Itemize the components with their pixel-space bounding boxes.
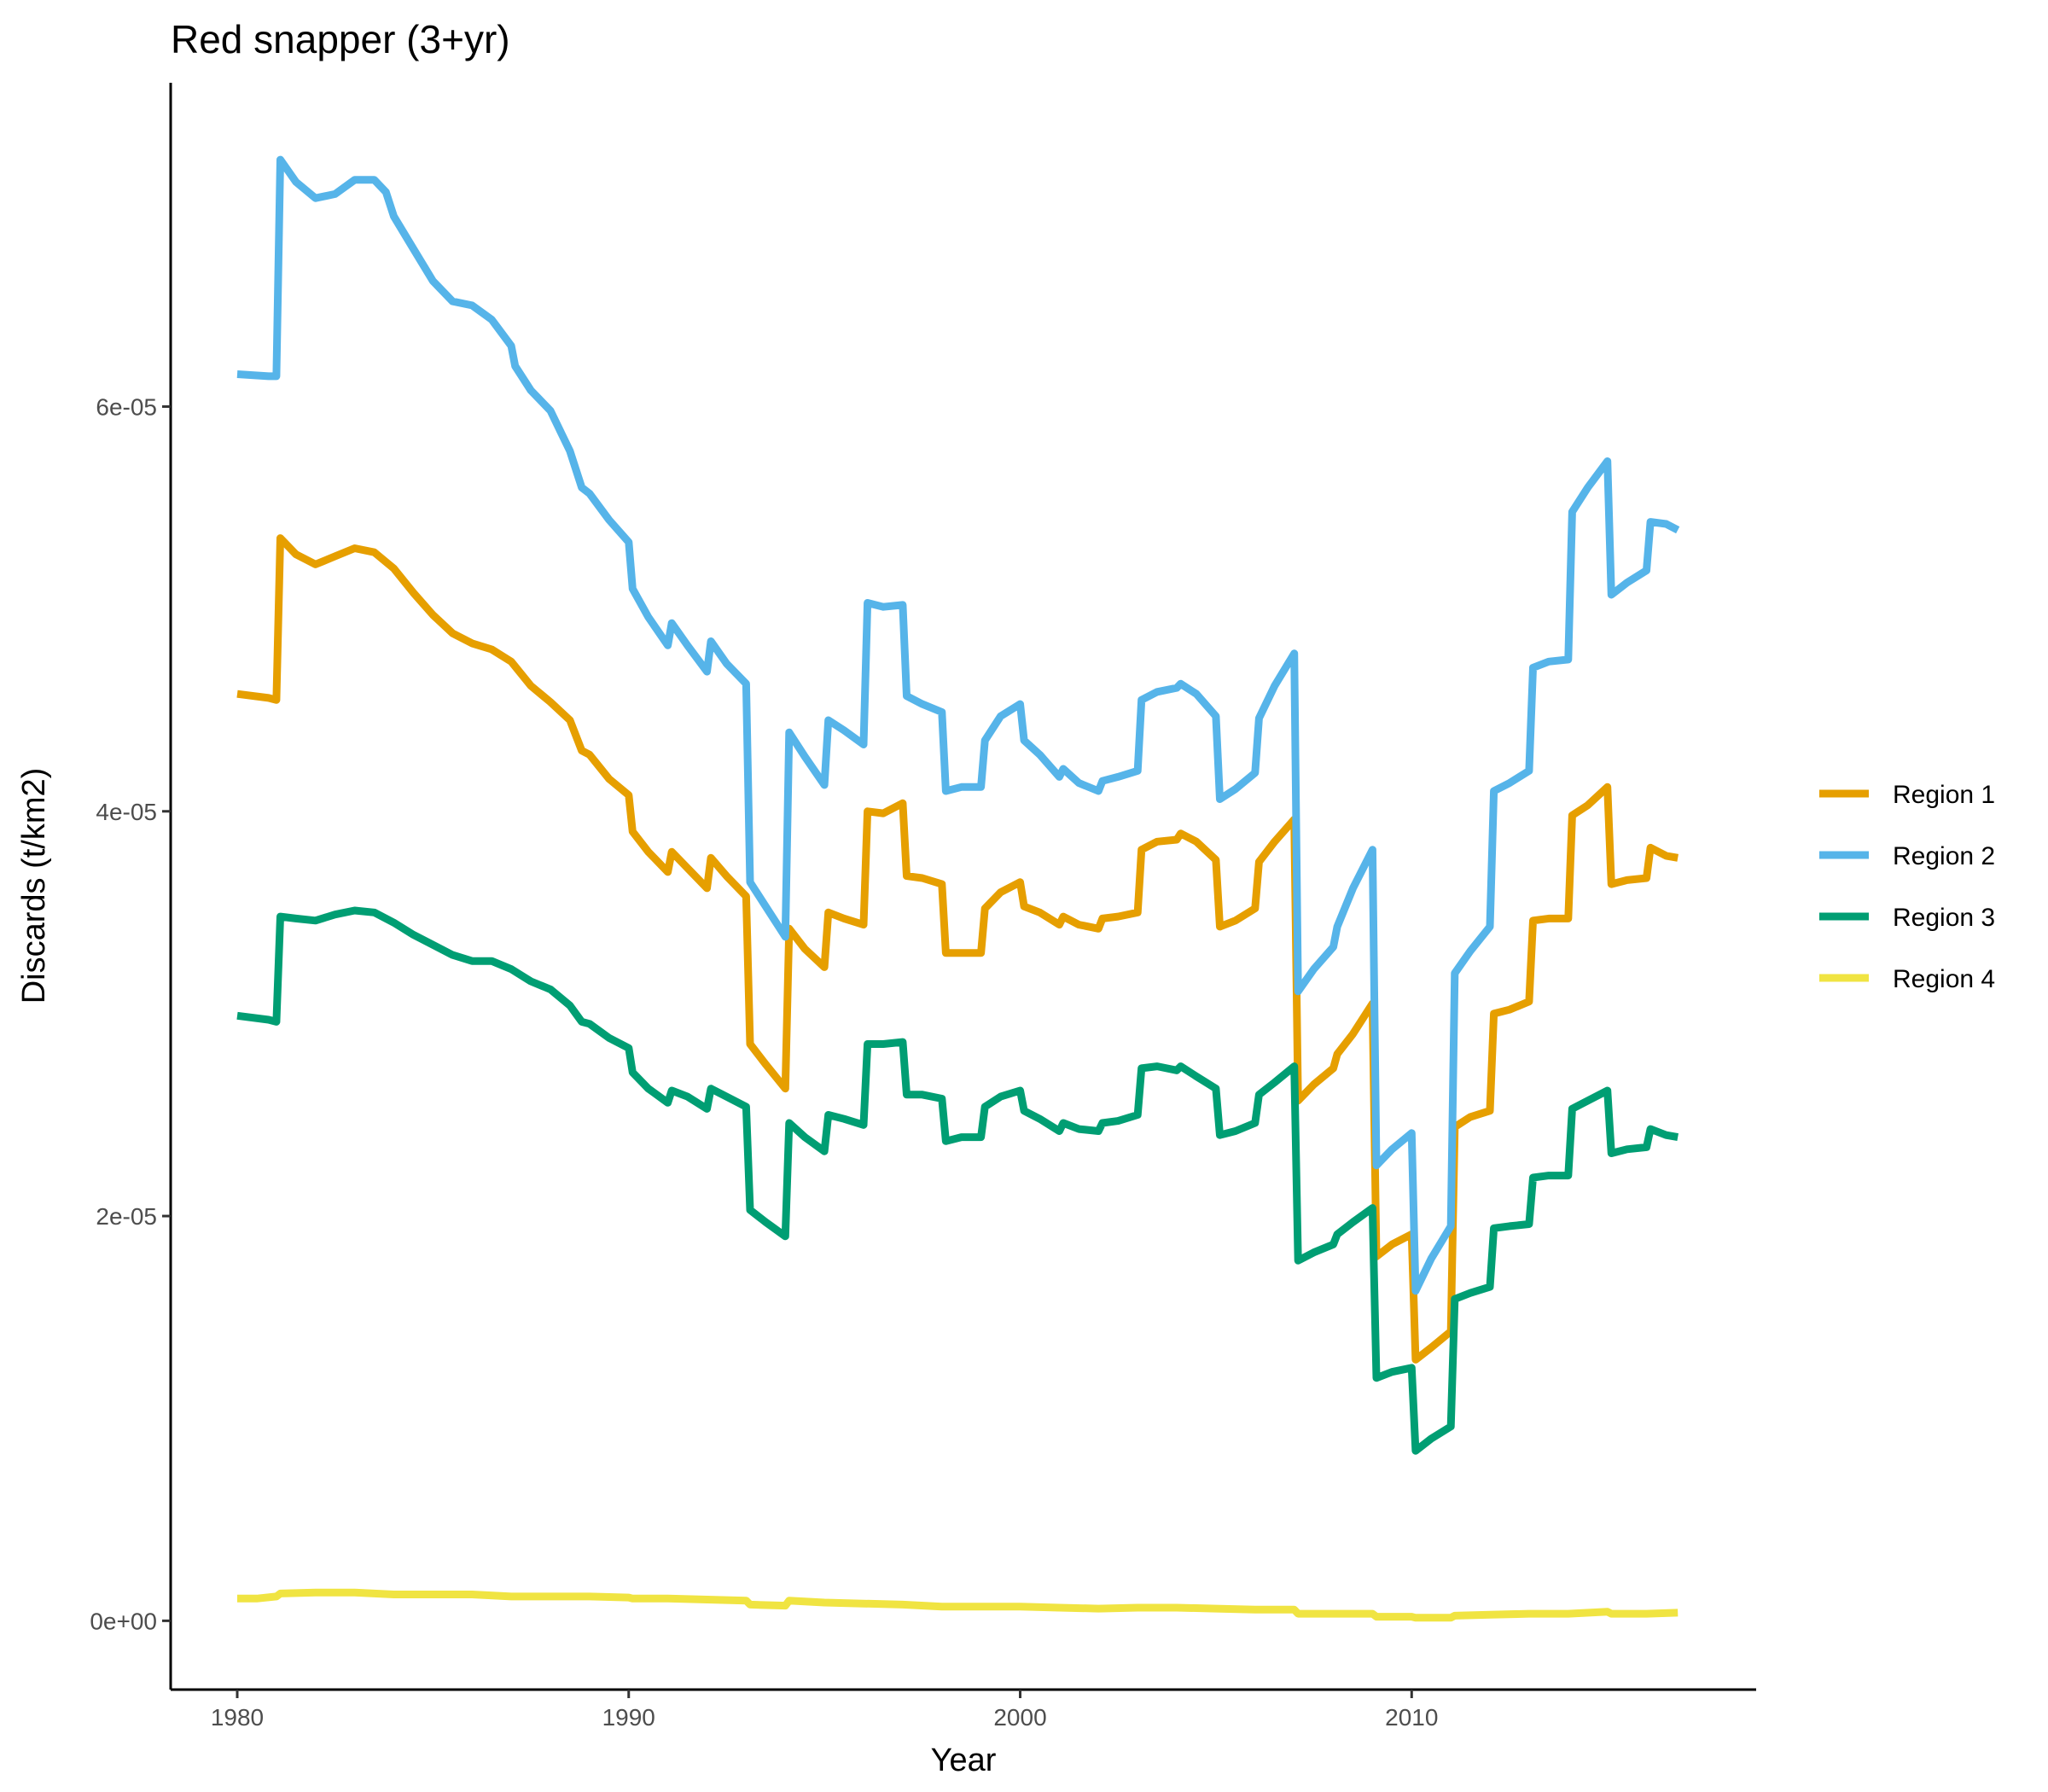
y-axis-title: Discards (t/km2): [16, 768, 52, 1004]
x-tick-label: 2010: [1385, 1704, 1438, 1731]
chart-title: Red snapper (3+yr): [171, 17, 510, 61]
legend-label-region-4: Region 4: [1893, 965, 1995, 993]
legend-label-region-1: Region 1: [1893, 781, 1995, 809]
legend-label-region-2: Region 2: [1893, 842, 1995, 870]
series-line-region-3: [236, 906, 1679, 1455]
series-line-region-2: [236, 155, 1680, 1295]
y-tick-label: 4e-05: [96, 799, 157, 825]
legend: Region 1 Region 2 Region 3 Region 4: [1819, 781, 1995, 993]
x-axis-title: Year: [931, 1743, 997, 1778]
series-lines: [236, 155, 1680, 1622]
x-tick-label: 1990: [602, 1704, 655, 1731]
legend-label-region-3: Region 3: [1893, 904, 1995, 932]
y-axis-ticks: 0e+00 2e-05 4e-05 6e-05: [90, 393, 171, 1634]
x-axis-ticks: 1980 1990 2000 2010: [211, 1690, 1438, 1731]
x-tick-label: 2000: [993, 1704, 1046, 1731]
x-tick-label: 1980: [211, 1704, 264, 1731]
y-tick-label: 2e-05: [96, 1203, 157, 1230]
series-line-region-4: [237, 1588, 1679, 1622]
y-tick-label: 6e-05: [96, 393, 157, 420]
y-tick-label: 0e+00: [90, 1608, 157, 1634]
